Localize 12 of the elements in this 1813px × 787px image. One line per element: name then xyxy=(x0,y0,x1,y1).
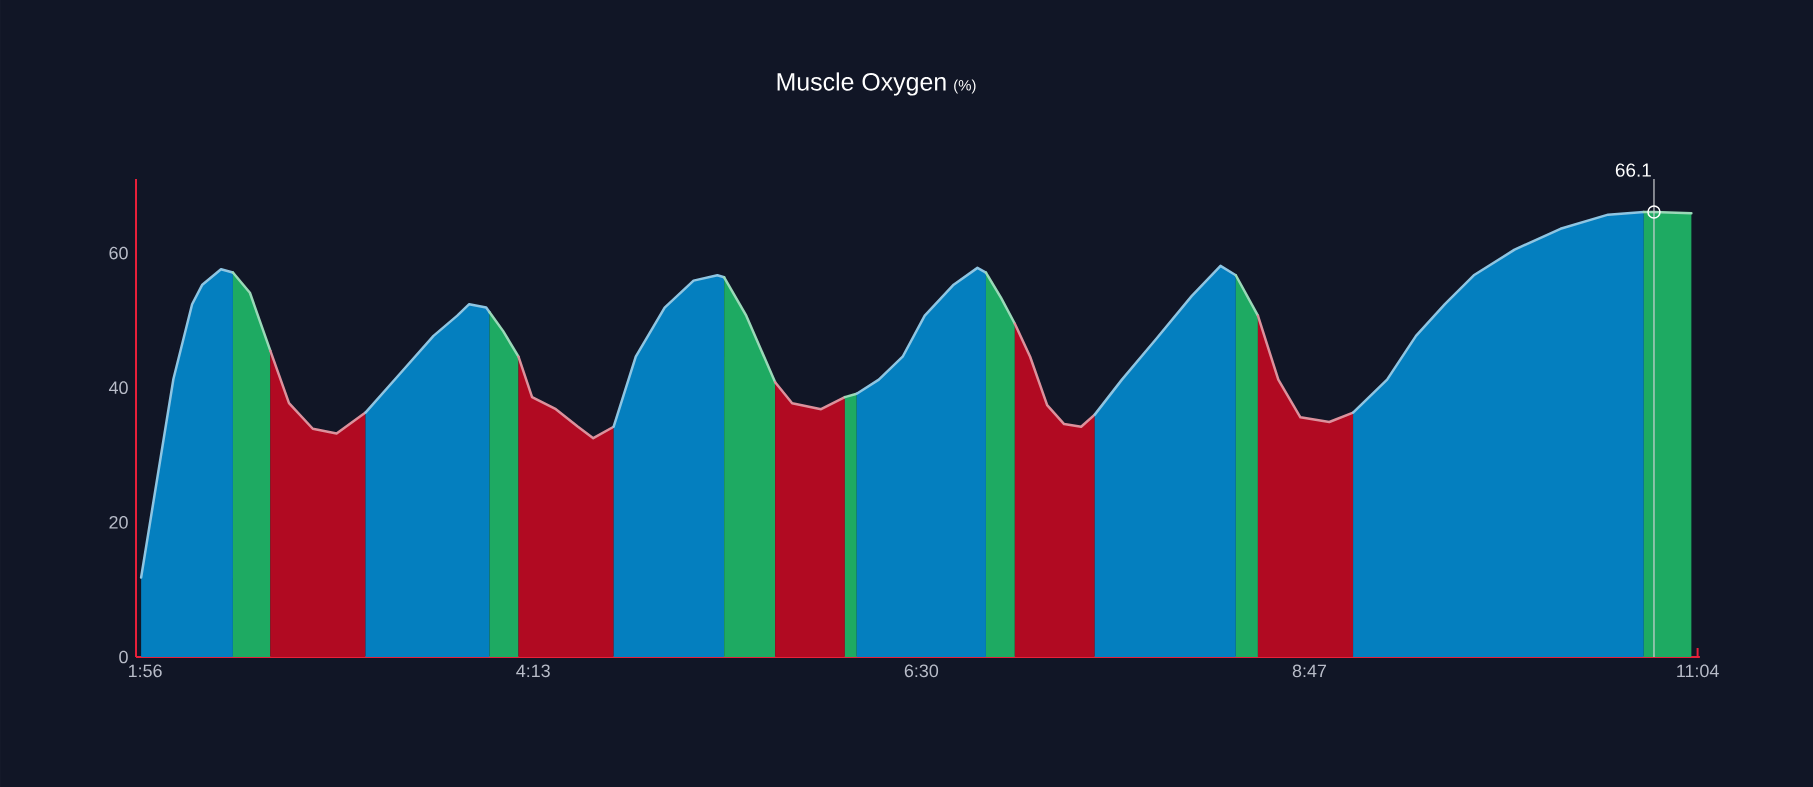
x-tick-label: 1:56 xyxy=(128,664,162,678)
y-tick-label: 40 xyxy=(108,381,128,395)
x-tick-label: 4:13 xyxy=(516,664,550,678)
annotation: 66.1 xyxy=(1615,163,1651,177)
y-tick-label: 0 xyxy=(119,650,128,664)
y-tick-label: 60 xyxy=(109,246,128,260)
x-tick-label: 8:47 xyxy=(1292,664,1327,678)
x-tick-label: 11:04 xyxy=(1677,664,1719,678)
x-tick-label: 6:30 xyxy=(904,664,939,678)
chart-title: Muscle Oxygen xyxy=(777,72,946,96)
chart-subtitle: (%) xyxy=(954,79,976,94)
y-tick-label: 20 xyxy=(109,515,128,529)
